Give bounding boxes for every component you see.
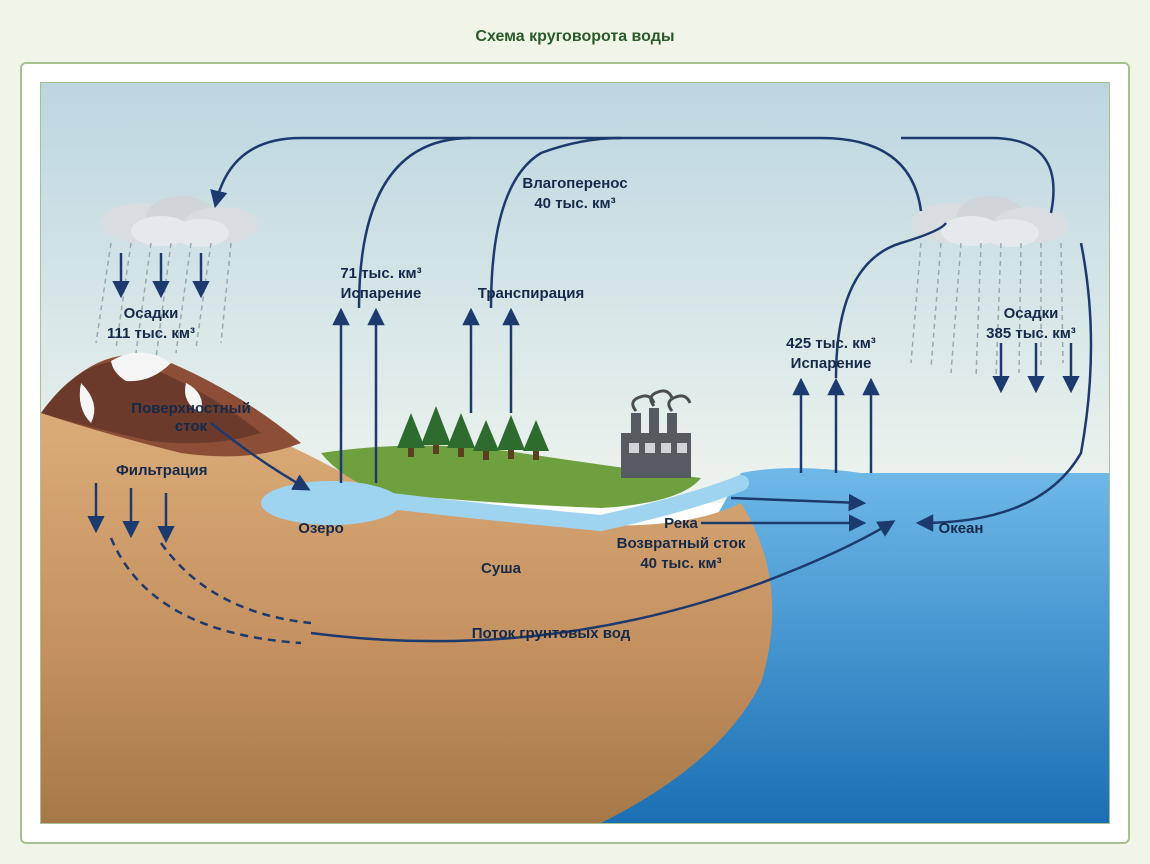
label-return-flow: Возвратный сток (617, 535, 746, 552)
label-evap-ocean: Испарение (791, 355, 872, 372)
label-ocean: Океан (939, 520, 984, 537)
label-precip-ocean-val: 385 тыс. км³ (986, 325, 1076, 342)
diagram-outer-box: Влагоперенос 40 тыс. км³ 71 тыс. км³ Исп… (20, 62, 1130, 844)
label-lake: Озеро (298, 520, 344, 537)
label-precip-land-val: 111 тыс. км³ (107, 325, 195, 342)
label-transpiration: Транспирация (478, 285, 584, 302)
water-cycle-svg: Влагоперенос 40 тыс. км³ 71 тыс. км³ Исп… (41, 83, 1109, 823)
label-return-flow-val: 40 тыс. км³ (640, 555, 721, 572)
diagram-stage: Влагоперенос 40 тыс. км³ 71 тыс. км³ Исп… (40, 82, 1110, 824)
label-surface-runoff-1: Поверхностный (131, 400, 250, 417)
label-filtration: Фильтрация (116, 462, 208, 479)
label-precip-ocean: Осадки (1004, 305, 1059, 322)
lake (261, 481, 401, 525)
label-land: Суша (481, 560, 522, 577)
label-evap-ocean-val: 425 тыс. км³ (786, 335, 876, 352)
page-title: Схема круговорота воды (20, 28, 1130, 46)
page-frame: Схема круговорота воды (20, 20, 1130, 844)
label-groundwater: Поток грунтовых вод (472, 625, 631, 642)
label-surface-runoff-2: сток (175, 418, 208, 435)
label-transfer-value: 40 тыс. км³ (534, 195, 615, 212)
label-river: Река (664, 515, 698, 532)
label-evap-land: Испарение (341, 285, 422, 302)
label-evap-land-val: 71 тыс. км³ (340, 265, 421, 282)
label-precip-land: Осадки (124, 305, 179, 322)
label-transfer: Влагоперенос (522, 175, 627, 192)
